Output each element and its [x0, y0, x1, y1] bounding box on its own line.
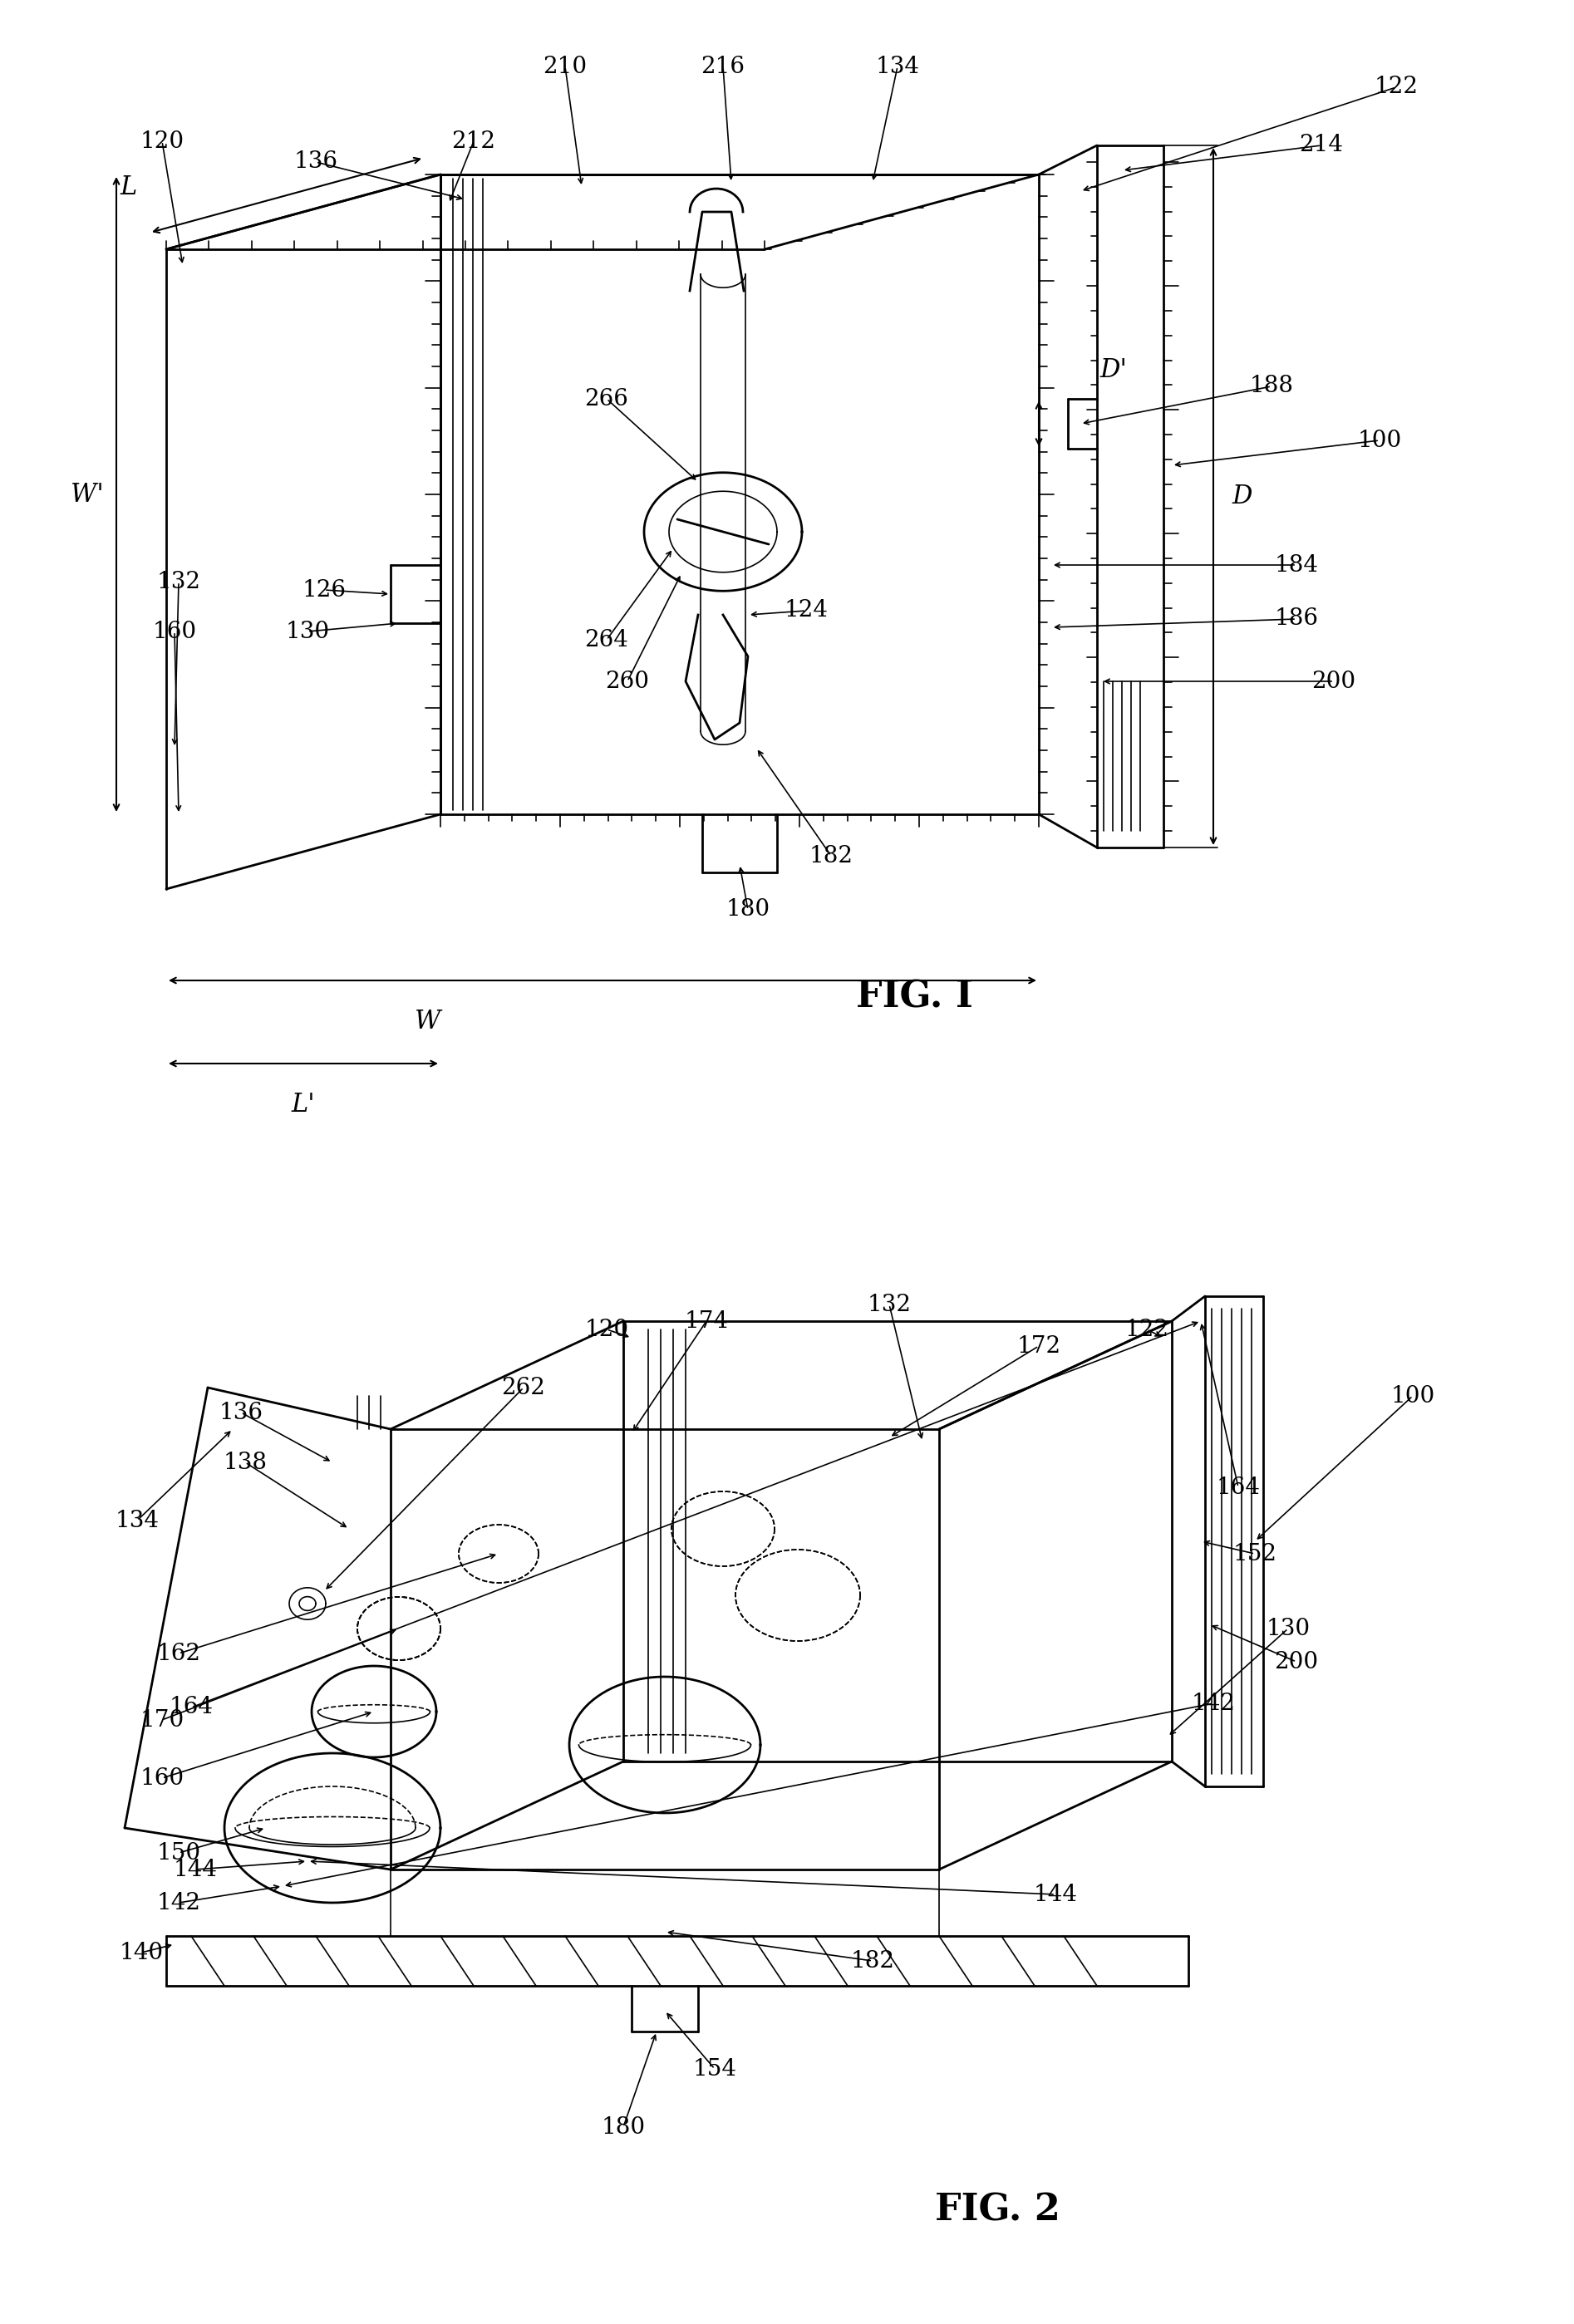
Text: D: D: [1232, 483, 1253, 509]
Text: FIG. I: FIG. I: [856, 978, 973, 1016]
Text: 170: 170: [140, 1708, 184, 1731]
Text: 212: 212: [452, 130, 496, 153]
Text: L': L': [291, 1092, 315, 1118]
Text: 126: 126: [302, 579, 346, 602]
Text: 130: 130: [285, 621, 329, 644]
Text: 120: 120: [584, 1318, 628, 1341]
Text: 152: 152: [1232, 1543, 1277, 1564]
Text: 182: 182: [809, 844, 853, 867]
Text: D': D': [1100, 358, 1127, 383]
Text: 188: 188: [1250, 374, 1294, 397]
Text: 130: 130: [1265, 1618, 1310, 1641]
Text: 100: 100: [1391, 1385, 1435, 1406]
Text: 174: 174: [685, 1311, 729, 1332]
Text: 182: 182: [850, 1950, 894, 1973]
Text: 200: 200: [1275, 1650, 1319, 1673]
Text: L: L: [120, 174, 137, 200]
Text: W': W': [71, 481, 104, 507]
Text: 144: 144: [1034, 1882, 1078, 1906]
Text: FIG. 2: FIG. 2: [935, 2192, 1059, 2229]
Text: 264: 264: [584, 627, 628, 651]
Text: 186: 186: [1275, 609, 1319, 630]
Text: 266: 266: [584, 388, 628, 409]
Text: 210: 210: [543, 56, 587, 77]
Text: 132: 132: [157, 569, 201, 593]
Text: 132: 132: [867, 1292, 911, 1315]
Text: 180: 180: [601, 2115, 645, 2138]
Text: 134: 134: [115, 1508, 159, 1532]
Text: 142: 142: [157, 1892, 201, 1915]
Text: 200: 200: [1311, 669, 1355, 693]
Text: 120: 120: [140, 130, 184, 153]
Text: 160: 160: [153, 621, 197, 644]
Text: 122: 122: [1374, 77, 1418, 98]
Text: 144: 144: [173, 1859, 217, 1880]
Text: 100: 100: [1357, 430, 1402, 451]
Text: 162: 162: [157, 1643, 201, 1664]
Text: 154: 154: [693, 2057, 737, 2080]
Text: 140: 140: [120, 1941, 164, 1964]
Text: 134: 134: [875, 56, 919, 77]
Text: 142: 142: [1192, 1692, 1236, 1715]
Text: 124: 124: [784, 600, 828, 623]
Text: 260: 260: [606, 669, 650, 693]
Text: 172: 172: [1017, 1334, 1061, 1357]
Text: 136: 136: [294, 151, 338, 174]
Text: 164: 164: [168, 1697, 212, 1720]
Text: 150: 150: [156, 1841, 201, 1864]
Text: 214: 214: [1300, 135, 1343, 156]
Text: 160: 160: [140, 1766, 184, 1789]
Text: 262: 262: [502, 1376, 546, 1399]
Text: 216: 216: [700, 56, 745, 77]
Text: 164: 164: [1217, 1476, 1261, 1499]
Text: 180: 180: [726, 899, 770, 920]
Text: 184: 184: [1275, 553, 1319, 576]
Text: 136: 136: [219, 1401, 263, 1425]
Text: 122: 122: [1125, 1318, 1169, 1341]
Text: W: W: [416, 1009, 441, 1034]
Text: 138: 138: [224, 1450, 268, 1473]
